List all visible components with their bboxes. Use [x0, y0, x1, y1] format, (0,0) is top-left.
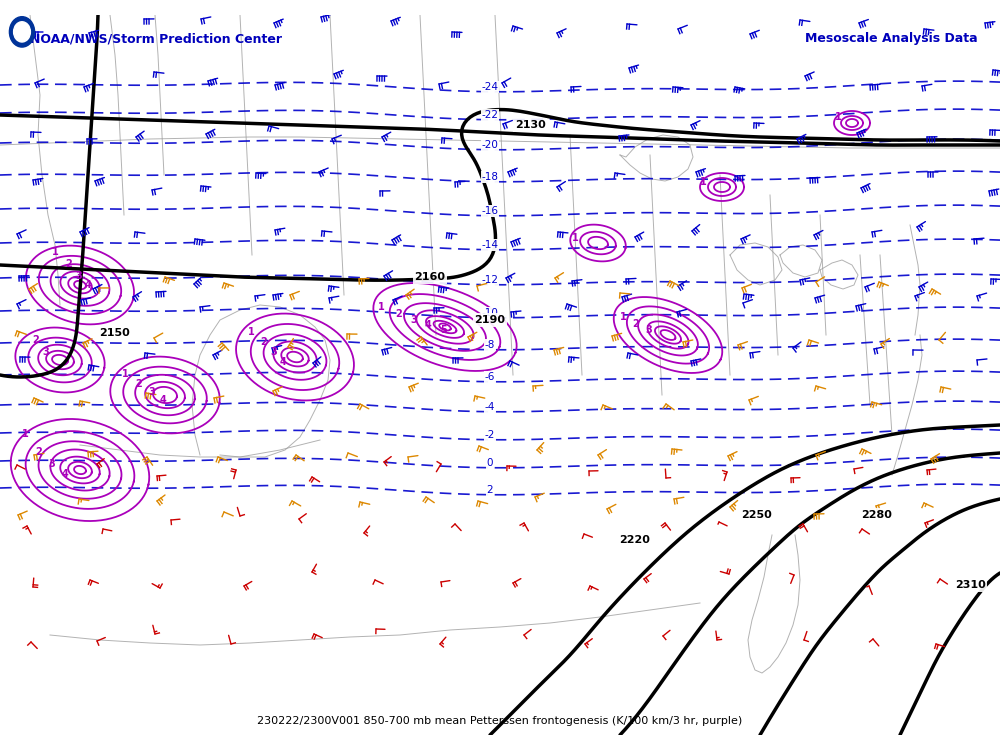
- Text: 1: 1: [122, 369, 129, 379]
- Text: 1: 1: [700, 177, 707, 187]
- Text: 2: 2: [32, 335, 39, 345]
- Text: 2: 2: [260, 337, 267, 347]
- Text: 2250: 2250: [742, 510, 772, 520]
- Text: 230222/2300V001 850-700 mb mean Petterssen frontogenesis (K/100 km/3 hr, purple): 230222/2300V001 850-700 mb mean Petterss…: [257, 716, 743, 726]
- Circle shape: [9, 16, 35, 47]
- Text: 2130: 2130: [515, 120, 545, 130]
- Text: 2280: 2280: [862, 510, 892, 520]
- Text: -18: -18: [482, 172, 498, 182]
- Text: 2160: 2160: [415, 272, 446, 282]
- Text: 4: 4: [62, 469, 69, 479]
- Text: 1: 1: [248, 327, 255, 337]
- Text: 1: 1: [620, 312, 627, 322]
- Text: -6: -6: [485, 372, 495, 382]
- Text: 3: 3: [48, 459, 55, 469]
- Text: 1: 1: [572, 233, 579, 243]
- Text: -2: -2: [485, 430, 495, 440]
- Text: 4: 4: [160, 395, 167, 405]
- Text: 1: 1: [22, 429, 29, 439]
- Text: 2: 2: [135, 379, 142, 389]
- Text: 3: 3: [270, 347, 277, 357]
- Text: 2: 2: [35, 447, 42, 457]
- Text: 1: 1: [835, 112, 842, 122]
- Text: -16: -16: [482, 206, 498, 216]
- Text: -4: -4: [485, 402, 495, 412]
- Text: 2: 2: [632, 319, 639, 329]
- Text: 4: 4: [425, 320, 432, 330]
- Text: 1: 1: [378, 302, 385, 312]
- Text: -10: -10: [482, 308, 498, 318]
- Text: 3: 3: [645, 325, 652, 335]
- Text: -20: -20: [482, 140, 498, 150]
- Text: -24: -24: [482, 82, 498, 92]
- Text: 2: 2: [487, 485, 493, 495]
- Text: NOAA/NWS/Storm Prediction Center: NOAA/NWS/Storm Prediction Center: [30, 32, 282, 45]
- Text: 2220: 2220: [620, 535, 650, 545]
- Text: -12: -12: [482, 275, 498, 285]
- Text: Mesoscale Analysis Data: Mesoscale Analysis Data: [805, 32, 978, 45]
- Circle shape: [14, 22, 30, 42]
- Text: 3: 3: [410, 315, 417, 325]
- Text: -22: -22: [482, 110, 498, 120]
- Text: 0: 0: [487, 458, 493, 468]
- Text: 2190: 2190: [475, 315, 506, 325]
- Text: 2: 2: [395, 309, 402, 319]
- Text: 3: 3: [148, 387, 155, 397]
- Text: 2150: 2150: [100, 328, 130, 338]
- Text: 4: 4: [280, 357, 287, 367]
- Text: 1: 1: [52, 247, 59, 257]
- Text: -8: -8: [485, 340, 495, 350]
- Text: 3: 3: [42, 347, 49, 357]
- Text: 2310: 2310: [955, 580, 985, 590]
- Text: 2: 2: [65, 259, 72, 269]
- Text: 3: 3: [75, 271, 82, 281]
- Text: 4: 4: [85, 280, 92, 290]
- Text: -14: -14: [482, 240, 498, 250]
- Text: 5: 5: [440, 325, 447, 335]
